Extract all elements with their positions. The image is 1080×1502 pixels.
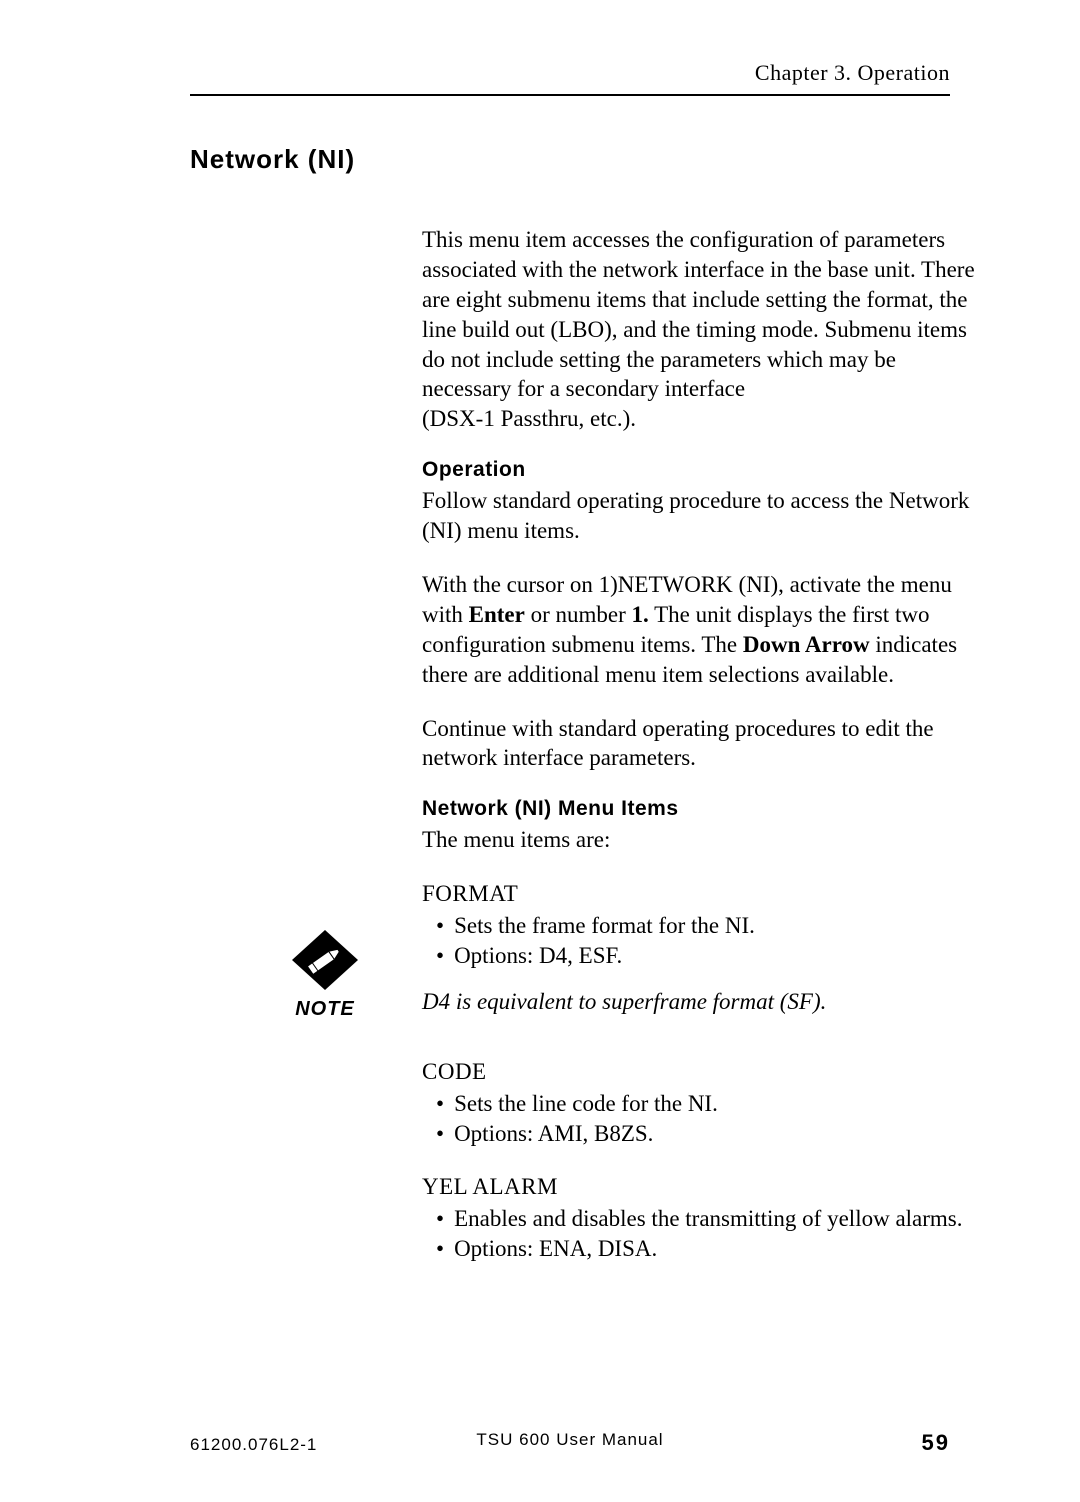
op-p2-one: 1. [632,602,649,627]
intro-text-b: (DSX-1 Passthru, etc.). [422,406,636,431]
yel-label: YEL ALARM [422,1172,982,1202]
operation-p2: With the cursor on 1)NETWORK (NI), activ… [422,570,982,690]
operation-heading: Operation [422,458,982,482]
section-title: Network (NI) [190,144,950,175]
op-p2-mid: or number [525,602,632,627]
intro-paragraph: This menu item accesses the configuratio… [422,225,982,434]
code-b2: Options: AMI, B8ZS. [422,1119,982,1149]
intro-text-a: This menu item accesses the configuratio… [422,227,975,401]
menu-items-heading: Network (NI) Menu Items [422,797,982,821]
code-b1: Sets the line code for the NI. [422,1089,982,1119]
page-footer: 61200.076L2-1 TSU 600 User Manual 59 [190,1430,950,1456]
format-b1: Sets the frame format for the NI. [422,911,982,941]
page: Chapter 3. Operation Network (NI) This m… [0,0,1080,1502]
operation-p3: Continue with standard operating procedu… [422,714,982,774]
yel-b2: Options: ENA, DISA. [422,1234,982,1264]
note-callout: NOTE [280,928,370,1021]
code-label: CODE [422,1057,982,1087]
op-p2-enter: Enter [469,602,525,627]
format-b2: Options: D4, ESF. [422,941,982,971]
yel-bullets: Enables and disables the transmitting of… [422,1204,982,1264]
chapter-header: Chapter 3. Operation [190,60,950,96]
format-label: FORMAT [422,879,982,909]
yel-b1: Enables and disables the transmitting of… [422,1204,982,1234]
operation-p1: Follow standard operating procedure to a… [422,486,982,546]
pencil-icon [290,928,360,992]
code-bullets: Sets the line code for the NI. Options: … [422,1089,982,1149]
note-label: NOTE [280,998,370,1021]
menu-lead: The menu items are: [422,825,982,855]
content-column: This menu item accesses the configuratio… [422,225,982,1264]
note-text: D4 is equivalent to superframe format (S… [422,987,982,1017]
op-p2-down: Down Arrow [743,632,870,657]
format-bullets: Sets the frame format for the NI. Option… [422,911,982,971]
footer-center: TSU 600 User Manual [190,1430,950,1450]
